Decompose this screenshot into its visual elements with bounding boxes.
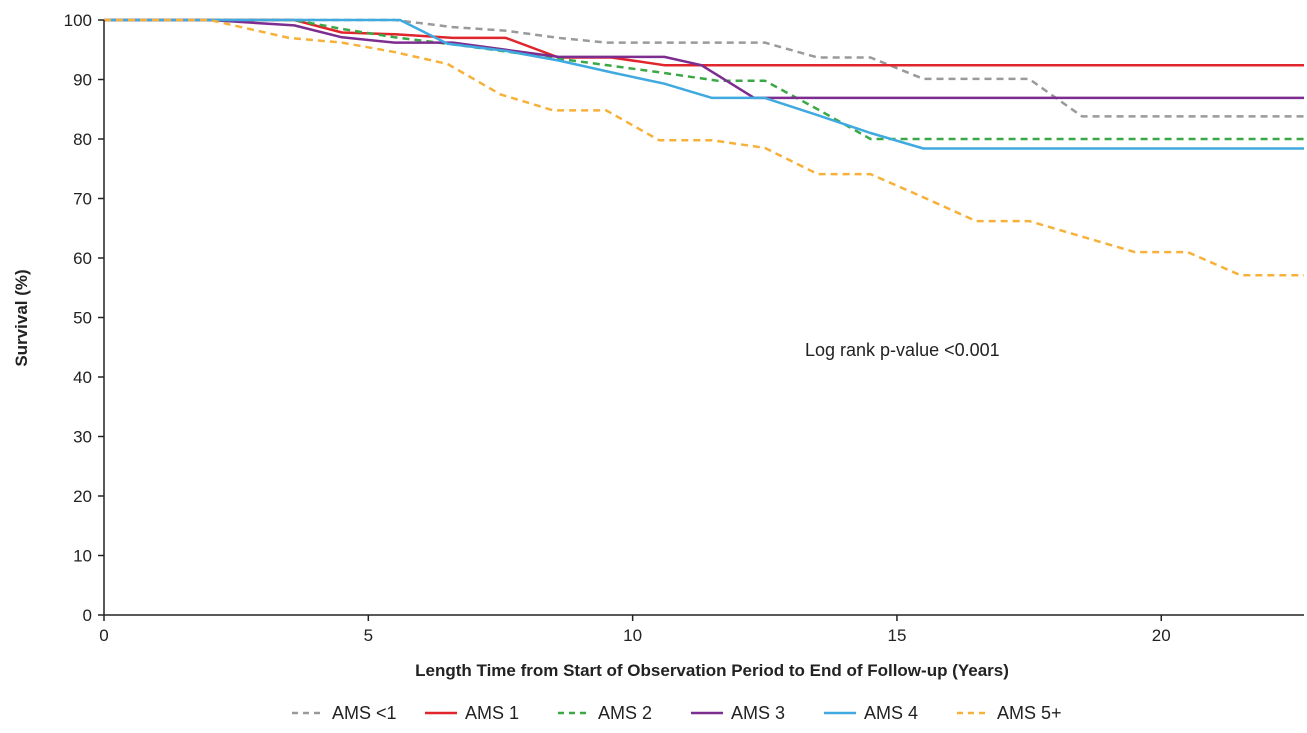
- x-axis-ticks: 0 5 10 15 20: [99, 615, 1171, 645]
- series-line-5: [104, 18, 1304, 150]
- series-line-4: [104, 18, 1304, 100]
- survival-curves: [104, 18, 1304, 277]
- x-tick-label: 20: [1152, 626, 1171, 645]
- y-tick-label: 80: [73, 130, 92, 149]
- y-axis-title: Survival (%): [12, 269, 31, 366]
- y-tick-label: 30: [73, 428, 92, 447]
- y-axis-ticks: 0 10 20 30 40 50 60 70 80 90 100: [64, 11, 104, 625]
- series-line-6: [104, 18, 1304, 277]
- y-tick-label: 60: [73, 249, 92, 268]
- y-tick-label: 100: [64, 11, 92, 30]
- y-tick-label: 90: [73, 71, 92, 90]
- x-tick-label: 0: [99, 626, 108, 645]
- legend-label: AMS 5+: [997, 703, 1062, 723]
- log-rank-annotation: Log rank p-value <0.001: [805, 340, 1000, 360]
- y-tick-label: 10: [73, 547, 92, 566]
- y-tick-label: 70: [73, 190, 92, 209]
- series-line-2: [104, 18, 1304, 67]
- legend-label: AMS 4: [864, 703, 918, 723]
- legend: AMS <1 AMS 1 AMS 2 AMS 3 AMS 4 AMS 5+: [292, 703, 1062, 723]
- series-line-3: [104, 18, 1304, 141]
- x-tick-label: 15: [887, 626, 906, 645]
- legend-label: AMS <1: [332, 703, 397, 723]
- x-tick-label: 10: [623, 626, 642, 645]
- legend-label: AMS 2: [598, 703, 652, 723]
- y-tick-label: 50: [73, 309, 92, 328]
- y-tick-label: 40: [73, 368, 92, 387]
- y-tick-label: 0: [83, 606, 92, 625]
- axes: 0 5 10 15 20 0 10 20 30 40 50 60 70 80 90 100: [64, 11, 1304, 645]
- x-axis-title: Length Time from Start of Observation Pe…: [415, 661, 1009, 680]
- legend-label: AMS 1: [465, 703, 519, 723]
- x-tick-label: 5: [364, 626, 373, 645]
- y-tick-label: 20: [73, 487, 92, 506]
- legend-label: AMS 3: [731, 703, 785, 723]
